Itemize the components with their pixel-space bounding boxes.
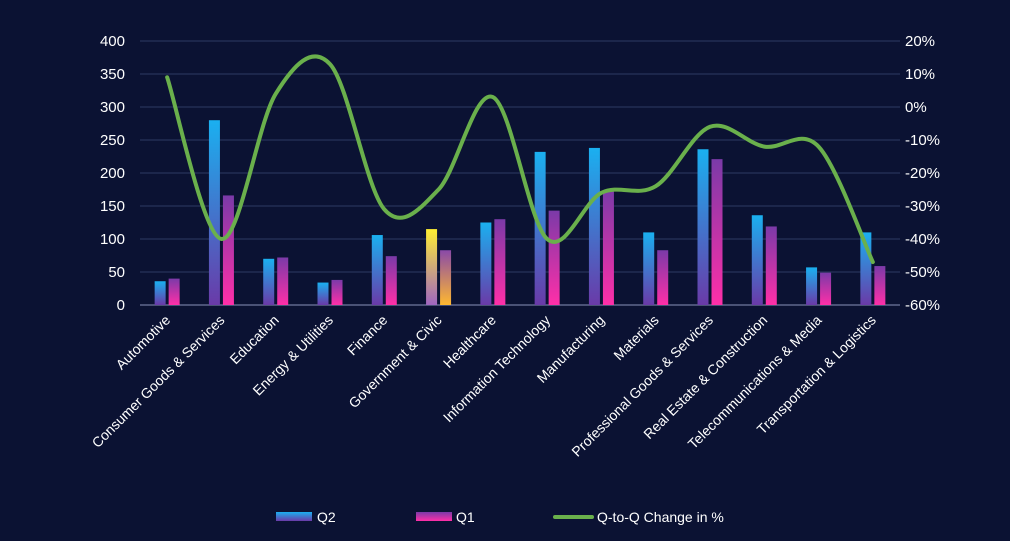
legend-label-q1: Q1 <box>456 509 475 525</box>
right-tick-label: -20% <box>905 165 940 182</box>
category-label: Government & Civic <box>345 312 444 411</box>
category-label: Healthcare <box>440 312 499 371</box>
bar-q1 <box>222 195 234 305</box>
category-label: Education <box>226 312 281 367</box>
bar-q1 <box>168 278 180 305</box>
bar-q1 <box>385 256 397 305</box>
bar-q2 <box>426 229 438 305</box>
bar-q2 <box>697 149 709 305</box>
bar-q1 <box>277 257 289 305</box>
left-tick-label: 300 <box>100 99 125 116</box>
change-line <box>165 54 875 265</box>
right-tick-label: 10% <box>905 66 935 83</box>
left-tick-label: 100 <box>100 231 125 248</box>
left-tick-label: 50 <box>108 264 125 281</box>
line-layer <box>165 54 875 265</box>
right-tick-label: -50% <box>905 264 940 281</box>
bar-q1 <box>494 219 506 305</box>
bar-q2 <box>806 267 818 305</box>
right-tick-label: -30% <box>905 198 940 215</box>
right-axis: -60% -50% -40% -30% -20% -10% 0% 10% 20% <box>905 33 940 314</box>
left-axis: 0 50 100 150 200 250 300 350 400 <box>100 33 125 314</box>
bar-q2 <box>371 235 383 305</box>
bars-layer <box>154 120 886 305</box>
bar-q1 <box>711 159 723 305</box>
bar-q1 <box>765 226 777 305</box>
legend: Q2 Q1 Q-to-Q Change in % <box>276 509 724 525</box>
left-tick-label: 150 <box>100 198 125 215</box>
grid-layer <box>140 40 900 306</box>
bar-q1 <box>820 272 832 305</box>
legend-swatch-q2 <box>276 512 312 521</box>
bar-q2 <box>317 282 329 305</box>
bar-q1 <box>331 279 343 305</box>
bar-q1 <box>602 190 614 305</box>
left-tick-label: 250 <box>100 132 125 149</box>
category-label: Finance <box>344 312 391 359</box>
left-tick-label: 0 <box>117 297 125 314</box>
legend-label-q2: Q2 <box>317 509 336 525</box>
right-tick-label: -60% <box>905 297 940 314</box>
right-tick-label: -10% <box>905 132 940 149</box>
right-tick-label: 20% <box>905 33 935 50</box>
legend-label-line: Q-to-Q Change in % <box>597 509 724 525</box>
bar-q2 <box>860 232 872 305</box>
right-tick-label: -40% <box>905 231 940 248</box>
bar-q2 <box>154 281 166 305</box>
right-tick-label: 0% <box>905 99 927 116</box>
legend-swatch-q1 <box>416 512 452 521</box>
bar-q2 <box>588 147 600 305</box>
bar-q1 <box>548 210 560 305</box>
bar-q2 <box>643 232 655 305</box>
category-label: Materials <box>610 312 661 363</box>
bar-q1 <box>657 250 669 305</box>
category-label: Information Technology <box>440 312 553 425</box>
bar-q2 <box>751 215 763 305</box>
bar-q1 <box>874 266 886 305</box>
left-tick-label: 400 <box>100 33 125 50</box>
left-tick-label: 350 <box>100 66 125 83</box>
bar-q2 <box>208 120 220 305</box>
bar-q2 <box>480 222 492 305</box>
left-tick-label: 200 <box>100 165 125 182</box>
bar-q1 <box>440 250 452 305</box>
bar-q2 <box>263 258 275 305</box>
